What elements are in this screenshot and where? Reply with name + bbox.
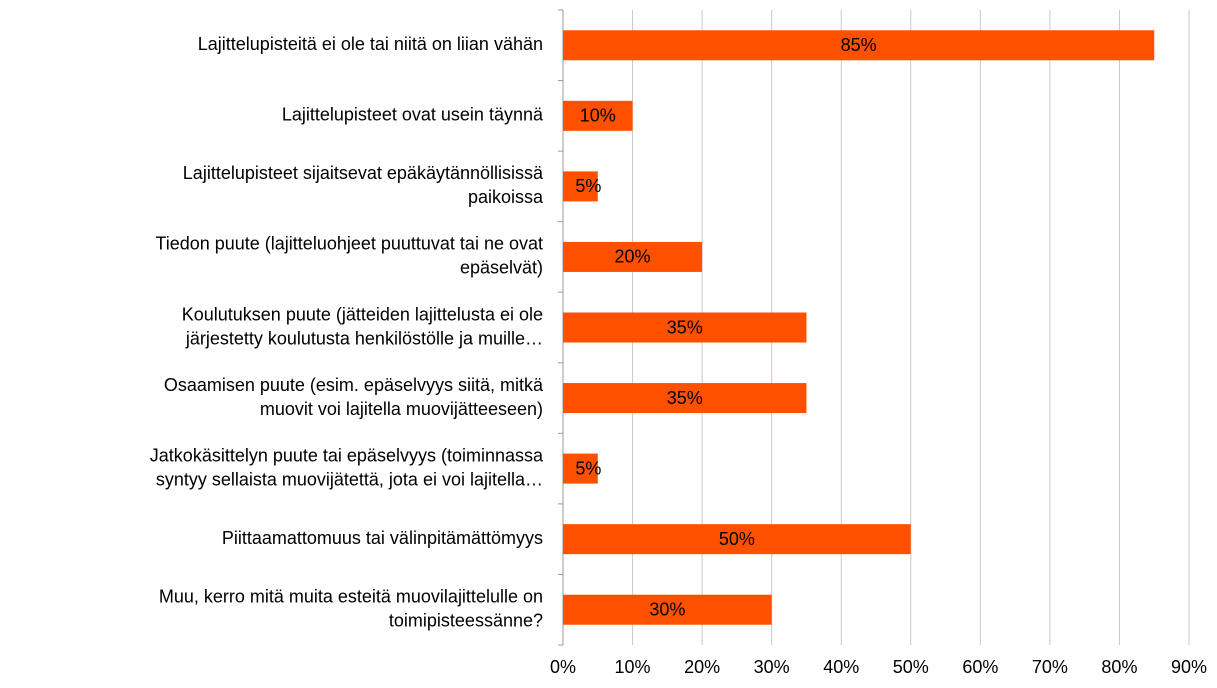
y-tick-label: Jatkokäsittelyn puute tai epäselvyys (to… [150,445,544,465]
y-tick-label: järjestetty koulutusta henkilöstölle ja … [185,328,543,348]
data-label: 85% [841,35,877,55]
x-tick-label: 50% [893,657,929,677]
data-label: 35% [667,317,703,337]
x-tick-label: 90% [1171,657,1207,677]
data-label: 5% [575,458,601,478]
bar [563,383,807,414]
x-tick-label: 30% [754,657,790,677]
y-tick-label: Osaamisen puute (esim. epäselvyys siitä,… [164,375,544,395]
y-tick-label: Lajittelupisteitä ei ole tai niitä on li… [198,34,543,54]
x-tick-label: 60% [962,657,998,677]
x-tick-label: 0% [550,657,576,677]
y-tick-label: toimipisteessänne? [389,610,543,630]
y-tick-label: Lajittelupisteet ovat usein täynnä [282,105,544,125]
x-tick-label: 10% [615,657,651,677]
y-tick-label: Tiedon puute (lajitteluohjeet puuttuvat … [155,234,543,254]
y-tick-label: muovit voi lajitella muovijätteeseen) [260,399,543,419]
data-label: 20% [615,247,651,267]
y-tick-label: Lajittelupisteet sijaitsevat epäkäytännö… [183,163,544,183]
y-tick-label: Piittaamattomuus tai välinpitämättömyys [222,528,543,548]
bar [563,594,772,625]
bar [563,100,633,131]
data-label: 35% [667,388,703,408]
data-label: 50% [719,529,755,549]
x-tick-label: 70% [1032,657,1068,677]
data-label: 30% [649,599,685,619]
y-tick-label: Koulutuksen puute (jätteiden lajittelust… [182,304,543,324]
bar [563,171,598,202]
y-tick-label: syntyy sellaista muovijätettä, jota ei v… [156,469,543,489]
data-label: 10% [580,106,616,126]
bar [563,312,807,343]
x-tick-label: 80% [1101,657,1137,677]
y-tick-label: Muu, kerro mitä muita esteitä muovilajit… [159,586,543,606]
x-tick-label: 40% [823,657,859,677]
bar [563,524,911,555]
y-tick-label: epäselvät) [460,258,543,278]
x-tick-label: 20% [684,657,720,677]
bar [563,30,1155,61]
bar [563,241,703,272]
y-tick-label: paikoissa [468,187,544,207]
bar [563,453,598,484]
data-label: 5% [575,176,601,196]
